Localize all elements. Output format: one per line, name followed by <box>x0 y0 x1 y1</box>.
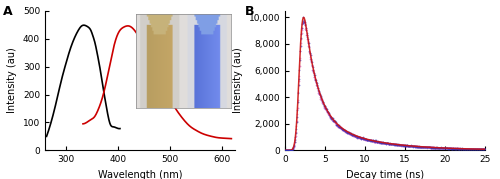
Text: A: A <box>3 5 13 18</box>
X-axis label: Wavelength (nm): Wavelength (nm) <box>98 170 182 179</box>
Text: B: B <box>245 5 254 18</box>
Y-axis label: Intensity (au): Intensity (au) <box>233 48 243 113</box>
X-axis label: Decay time (ns): Decay time (ns) <box>346 170 424 179</box>
Y-axis label: Intensity (au): Intensity (au) <box>8 48 18 113</box>
